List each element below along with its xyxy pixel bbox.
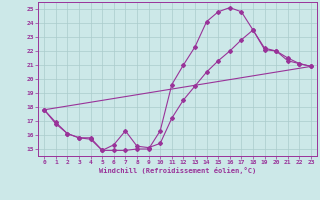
X-axis label: Windchill (Refroidissement éolien,°C): Windchill (Refroidissement éolien,°C) bbox=[99, 167, 256, 174]
